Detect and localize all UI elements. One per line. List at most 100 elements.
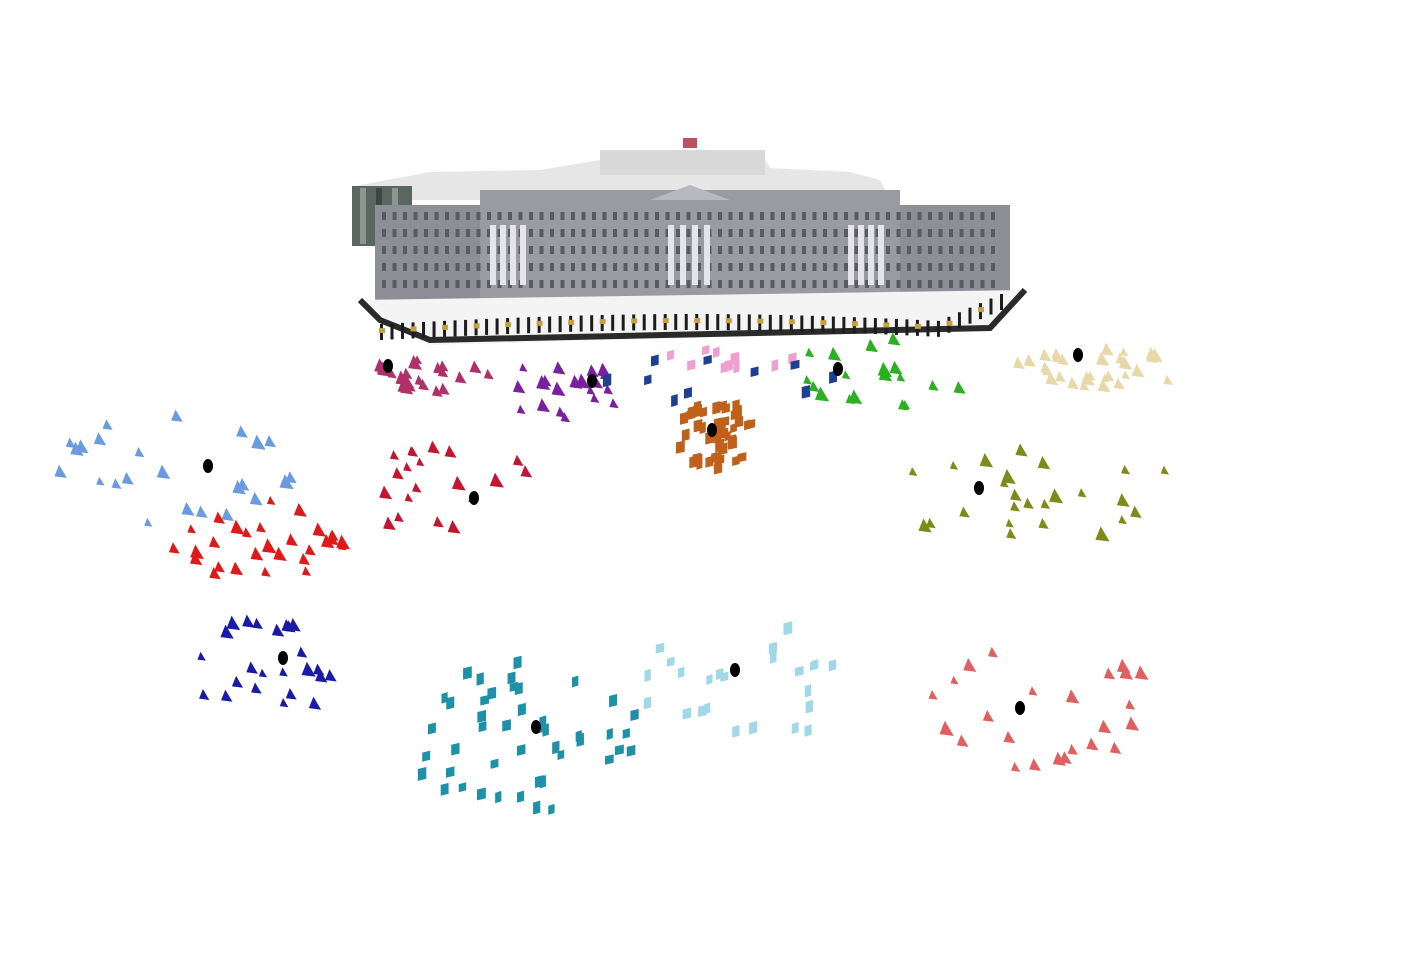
palace-window xyxy=(728,246,733,254)
palace-window xyxy=(686,280,691,288)
cluster-green xyxy=(803,332,966,411)
palace-window xyxy=(980,263,985,271)
palace-window xyxy=(896,280,901,288)
camera-marker xyxy=(1096,351,1110,366)
fence-post xyxy=(968,307,972,324)
camera-marker xyxy=(102,419,113,430)
camera-marker xyxy=(1125,699,1136,710)
camera-marker xyxy=(1023,354,1036,367)
palace-window xyxy=(791,246,796,254)
palace-window xyxy=(697,263,701,271)
camera-marker xyxy=(412,482,422,493)
camera-marker xyxy=(877,361,893,378)
camera-marker xyxy=(271,623,285,637)
palace-window xyxy=(749,212,754,220)
fence-post xyxy=(579,315,583,332)
palace-window xyxy=(865,229,869,237)
palace-window xyxy=(634,263,638,271)
palace-window xyxy=(539,280,544,288)
camera-marker xyxy=(683,387,692,399)
camera-marker xyxy=(542,723,549,737)
palace-window xyxy=(875,280,880,288)
palace-window xyxy=(739,229,743,237)
palace-window xyxy=(844,229,848,237)
palace-window xyxy=(833,229,838,237)
camera-marker xyxy=(251,434,266,450)
palace-window xyxy=(466,280,470,288)
camera-marker xyxy=(597,362,611,378)
palace-model xyxy=(352,138,1028,345)
camera-marker xyxy=(682,707,691,720)
palace-window xyxy=(623,229,628,237)
camera-marker xyxy=(427,722,436,735)
fence-ornament xyxy=(946,320,953,326)
camera-marker xyxy=(507,671,516,685)
camera-marker xyxy=(1086,737,1099,751)
camera-marker xyxy=(514,682,523,696)
camera-marker xyxy=(279,667,288,677)
fence-rail xyxy=(357,287,1028,344)
palace-window xyxy=(854,263,859,271)
camera-marker xyxy=(237,478,250,491)
palace-window xyxy=(539,246,544,254)
camera-marker xyxy=(1029,758,1042,771)
camera-marker xyxy=(313,663,325,676)
camera-marker xyxy=(1118,355,1133,370)
camera-marker xyxy=(168,542,180,554)
palace-window xyxy=(403,229,407,237)
camera-marker xyxy=(1067,376,1080,390)
fence-ornament xyxy=(442,324,449,330)
camera-marker xyxy=(512,454,524,467)
camera-marker xyxy=(730,423,737,434)
palace-window xyxy=(896,246,901,254)
palace-window xyxy=(644,229,649,237)
camera-marker xyxy=(519,363,528,372)
camera-marker xyxy=(576,732,584,747)
camera-marker xyxy=(422,750,431,762)
palace-window xyxy=(928,280,932,288)
palace-window xyxy=(613,263,617,271)
palace-window xyxy=(497,212,502,220)
palace-window xyxy=(928,263,932,271)
palace-window xyxy=(781,263,785,271)
palace-window xyxy=(770,229,775,237)
camera-marker xyxy=(714,454,722,466)
cluster-wheat xyxy=(1013,342,1173,393)
camera-marker xyxy=(1013,356,1025,369)
fence-post xyxy=(705,314,709,331)
palace-column xyxy=(680,225,686,285)
camera-marker xyxy=(389,450,400,460)
camera-marker xyxy=(483,368,494,380)
camera-marker xyxy=(1131,363,1145,378)
fence-ornament xyxy=(788,319,795,325)
camera-marker xyxy=(1005,518,1014,528)
palace-window xyxy=(665,246,670,254)
camera-marker xyxy=(477,709,487,723)
palace-window xyxy=(571,212,575,220)
palace-window xyxy=(928,212,932,220)
palace-window xyxy=(602,212,607,220)
fence-ornament xyxy=(725,318,732,324)
palace-window xyxy=(760,229,764,237)
palace-window xyxy=(875,212,880,220)
palace-window xyxy=(959,280,964,288)
palace-window xyxy=(623,263,628,271)
camera-marker xyxy=(536,398,550,413)
fence-post xyxy=(674,314,678,331)
fence-post xyxy=(485,318,489,335)
camera-marker xyxy=(1160,465,1170,475)
palace-window xyxy=(581,246,586,254)
palace-window xyxy=(571,280,575,288)
palace-window xyxy=(823,212,827,220)
camera-marker xyxy=(1015,443,1028,457)
palace-window xyxy=(959,229,964,237)
palace-window xyxy=(760,280,764,288)
palace-window xyxy=(959,212,964,220)
camera-marker xyxy=(716,438,725,449)
camera-marker xyxy=(1040,498,1051,509)
palace-window xyxy=(413,263,418,271)
camera-marker xyxy=(517,790,525,803)
palace-column xyxy=(668,225,674,285)
camera-marker xyxy=(487,686,497,700)
camera-marker xyxy=(918,518,932,533)
